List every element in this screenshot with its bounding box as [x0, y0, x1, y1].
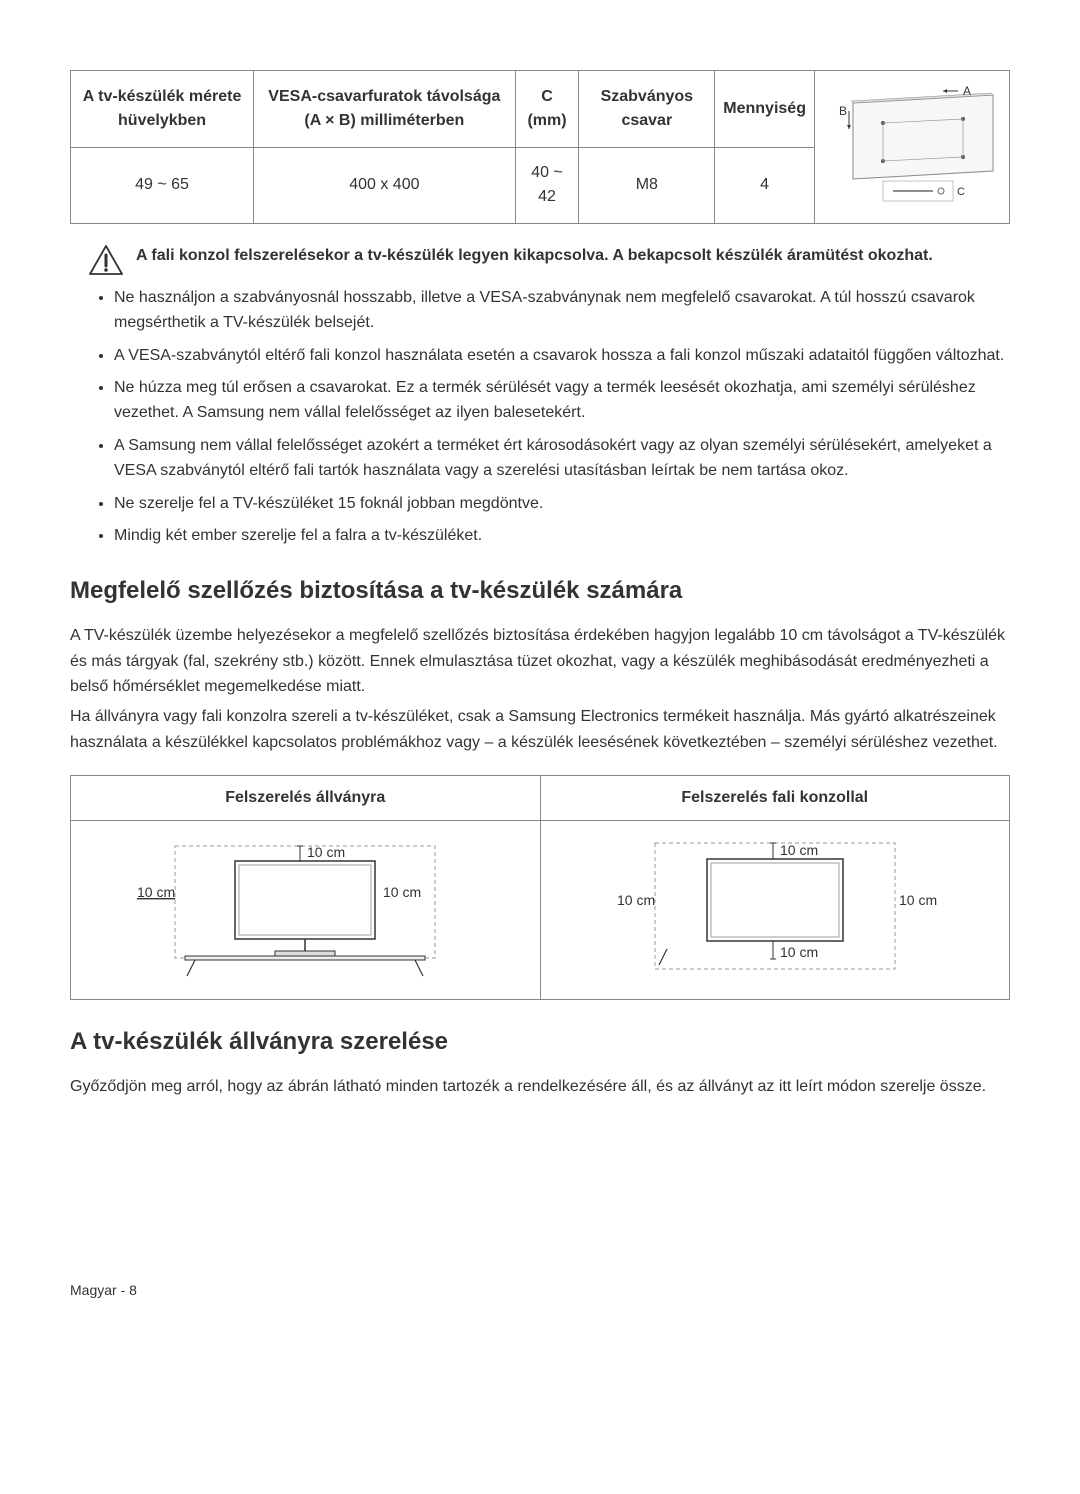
ventilation-heading: Megfelelő szellőzés biztosítása a tv-kés… [70, 573, 1010, 609]
list-item: Ne használjon a szabványosnál hosszabb, … [114, 286, 1010, 336]
svg-text:10 cm: 10 cm [383, 884, 421, 900]
vesa-diagram-icon: A B C [823, 83, 1001, 203]
warning-block: A fali konzol felszerelésekor a tv-készü… [88, 244, 1010, 276]
spec-cell-c: 40 ~ 42 [515, 147, 579, 224]
svg-text:10 cm: 10 cm [137, 884, 175, 900]
svg-text:10 cm: 10 cm [780, 944, 818, 960]
spec-table: A tv-készülék mérete hüvelykben VESA-csa… [70, 70, 1010, 224]
spec-cell-size: 49 ~ 65 [71, 147, 254, 224]
spec-header-c: C (mm) [515, 71, 579, 148]
list-item: A VESA-szabványtól eltérő fali konzol ha… [114, 344, 1010, 369]
install-header-wall: Felszerelés fali konzollal [540, 776, 1010, 821]
wall-diagram-icon: 10 cm 10 cm 10 cm 10 cm [595, 831, 955, 981]
vesa-diagram-cell: A B C [815, 71, 1010, 224]
spec-cell-screw: M8 [579, 147, 715, 224]
ventilation-para-1: A TV-készülék üzembe helyezésekor a megf… [70, 623, 1010, 700]
list-item: Ne szerelje fel a TV-készüléket 15 fokná… [114, 492, 1010, 517]
stand-diagram-icon: 10 cm 10 cm 10 cm [125, 831, 485, 981]
svg-text:10 cm: 10 cm [307, 844, 345, 860]
spec-header-qty: Mennyiség [715, 71, 815, 148]
spec-cell-vesa: 400 x 400 [254, 147, 516, 224]
ventilation-para-2: Ha állványra vagy fali konzolra szereli … [70, 704, 1010, 755]
diagram-label-a: A [963, 84, 971, 98]
install-table: Felszerelés állványra Felszerelés fali k… [70, 775, 1010, 1000]
install-cell-stand: 10 cm 10 cm 10 cm [71, 821, 541, 1000]
list-item: Mindig két ember szerelje fel a falra a … [114, 524, 1010, 549]
diagram-label-c: C [957, 186, 965, 198]
diagram-label-b: B [839, 104, 847, 118]
stand-mount-para: Győződjön meg arról, hogy az ábrán látha… [70, 1074, 1010, 1100]
install-cell-wall: 10 cm 10 cm 10 cm 10 cm [540, 821, 1010, 1000]
spec-header-vesa: VESA-csavarfuratok távolsága (A × B) mil… [254, 71, 516, 148]
warning-text: A fali konzol felszerelésekor a tv-készü… [136, 244, 933, 268]
svg-text:10 cm: 10 cm [617, 892, 655, 908]
svg-text:10 cm: 10 cm [899, 892, 937, 908]
install-header-stand: Felszerelés állványra [71, 776, 541, 821]
bullet-list: Ne használjon a szabványosnál hosszabb, … [114, 286, 1010, 549]
warning-icon [88, 244, 124, 276]
spec-header-size: A tv-készülék mérete hüvelykben [71, 71, 254, 148]
spec-header-screw: Szabványos csavar [579, 71, 715, 148]
page-footer: Magyar - 8 [70, 1280, 1010, 1301]
list-item: A Samsung nem vállal felelősséget azokér… [114, 434, 1010, 484]
stand-mount-heading: A tv-készülék állványra szerelése [70, 1024, 1010, 1060]
spec-cell-qty: 4 [715, 147, 815, 224]
list-item: Ne húzza meg túl erősen a csavarokat. Ez… [114, 376, 1010, 426]
svg-text:10 cm: 10 cm [780, 842, 818, 858]
